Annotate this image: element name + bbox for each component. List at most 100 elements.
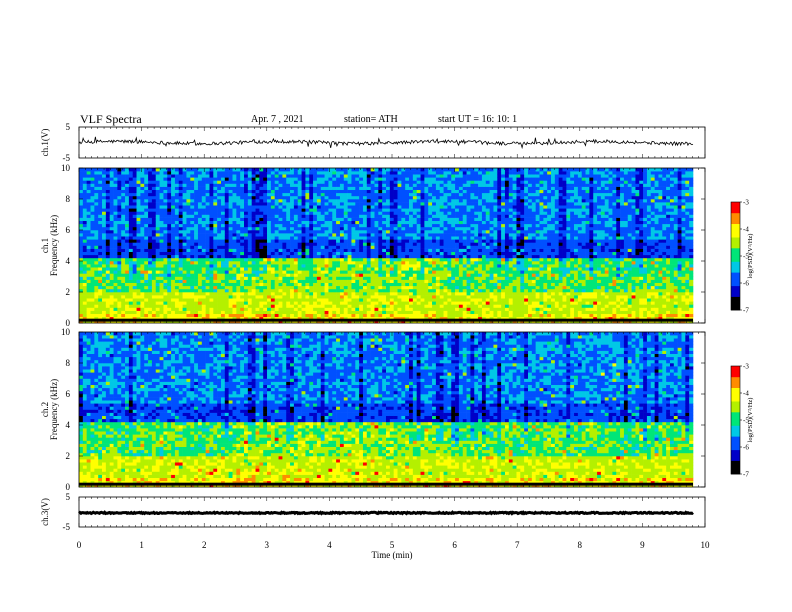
- spectrogram-cell: [194, 270, 199, 274]
- spectrogram-cell: [424, 195, 429, 200]
- spectrogram-cell: [244, 264, 249, 268]
- spectrogram-cell: [178, 285, 183, 290]
- spectrogram-cell: [240, 171, 245, 175]
- spectrogram-cell: [370, 245, 375, 249]
- spectrogram-cell: [186, 180, 191, 184]
- spectrogram-cell: [424, 177, 429, 181]
- spectrogram-cell: [290, 199, 295, 203]
- spectrogram-cell: [290, 282, 295, 287]
- spectrogram-cell: [435, 307, 441, 311]
- spectrogram-cell: [174, 171, 180, 175]
- spectrogram-cell: [293, 298, 299, 302]
- spectrogram-cell: [366, 183, 371, 187]
- spectrogram-cell: [140, 239, 145, 243]
- spectrogram-cell: [393, 301, 398, 305]
- spectrogram-cell: [144, 279, 149, 283]
- spectrogram-cell: [351, 186, 356, 190]
- spectrogram-cell: [305, 205, 310, 209]
- spectrogram-cell: [328, 245, 333, 249]
- spectrogram-cell: [94, 239, 99, 243]
- spectrogram-cell: [278, 257, 283, 262]
- spectrogram-cell: [167, 180, 172, 184]
- spectrogram-cell: [324, 251, 329, 256]
- spectrogram-cell: [420, 171, 425, 175]
- spectrogram-cell: [220, 174, 226, 178]
- spectrogram-cell: [151, 226, 157, 231]
- spectrogram-cell: [128, 310, 134, 314]
- spectrogram-cell: [125, 177, 130, 181]
- spectrogram-cell: [125, 292, 130, 296]
- spectrogram-cell: [201, 171, 206, 175]
- spectrogram-cell: [117, 295, 122, 299]
- spectrogram-cell: [324, 288, 329, 293]
- spectrogram-cell: [90, 217, 95, 221]
- spectrogram-cell: [424, 202, 429, 206]
- spectrogram-cell: [267, 195, 272, 200]
- spectrogram-cell: [301, 254, 306, 259]
- spectrogram-cell: [424, 301, 429, 305]
- spectrogram-cell: [424, 295, 429, 299]
- spectrogram-cell: [167, 211, 172, 215]
- spectrogram-cell: [128, 270, 134, 274]
- spectrogram-cell: [121, 292, 126, 296]
- spectrogram-cell: [163, 264, 168, 268]
- spectrogram-cell: [90, 304, 95, 308]
- spectrogram-cell: [194, 226, 199, 231]
- spectrogram-cell: [286, 310, 291, 314]
- spectrogram-cell: [86, 307, 91, 311]
- spectrogram-cell: [90, 195, 95, 200]
- spectrogram-cell: [82, 168, 87, 172]
- spectrogram-cell: [182, 177, 187, 181]
- spectrogram-cell: [117, 276, 122, 280]
- spectrogram-cell: [117, 217, 122, 221]
- spectrogram-cell: [286, 248, 291, 252]
- spectrogram-cell: [247, 273, 252, 277]
- spectrogram-cell: [109, 304, 114, 308]
- spectrogram-cell: [247, 208, 252, 212]
- spectrogram-cell: [201, 180, 206, 184]
- spectrogram-cell: [428, 192, 433, 197]
- spectrogram-cell: [336, 211, 341, 215]
- spectrogram-cell: [439, 288, 444, 293]
- spectrogram-cell: [428, 208, 433, 212]
- spectrogram-cell: [98, 248, 103, 252]
- spectrogram-cell: [443, 233, 448, 237]
- spectrogram-cell: [117, 273, 122, 277]
- spectrogram-cell: [362, 245, 368, 249]
- spectrogram-cell: [236, 205, 241, 209]
- spectrogram-cell: [148, 171, 153, 175]
- spectrogram-cell: [316, 264, 322, 268]
- spectrogram-cell: [86, 285, 91, 290]
- spectrogram-cell: [290, 276, 295, 280]
- spectrogram-cell: [336, 251, 341, 256]
- spectrogram-cell: [278, 223, 283, 228]
- spectrogram-cell: [240, 174, 245, 178]
- spectrogram-cell: [435, 285, 441, 290]
- spectrogram-cell: [286, 180, 291, 184]
- spectrogram-cell: [301, 273, 306, 277]
- spectrogram-cell: [293, 171, 299, 175]
- spectrogram-cell: [282, 223, 287, 228]
- spectrogram-cell: [240, 230, 245, 234]
- spectrogram-cell: [374, 316, 379, 321]
- spectrogram-cell: [309, 168, 314, 172]
- spectrogram-cell: [228, 192, 233, 197]
- spectrogram-cell: [316, 257, 322, 262]
- spectrogram-cell: [416, 217, 421, 221]
- spectrogram-cell: [186, 174, 191, 178]
- spectrogram-cell: [378, 264, 383, 268]
- spectrogram-cell: [282, 242, 287, 246]
- spectrogram-cell: [386, 220, 391, 225]
- spectrogram-cell: [159, 239, 164, 243]
- spectrogram-cell: [378, 316, 383, 321]
- spectrogram-cell: [194, 171, 199, 175]
- spectrogram-cell: [197, 180, 203, 184]
- spectrogram-cell: [286, 251, 291, 256]
- spectrogram-cell: [197, 189, 203, 194]
- spectrogram-cell: [232, 242, 237, 246]
- spectrogram-cell: [125, 168, 130, 172]
- spectrogram-cell: [378, 295, 383, 299]
- spectrogram-cell: [405, 267, 410, 271]
- spectrogram-cell: [125, 236, 130, 240]
- spectrogram-cell: [163, 199, 168, 203]
